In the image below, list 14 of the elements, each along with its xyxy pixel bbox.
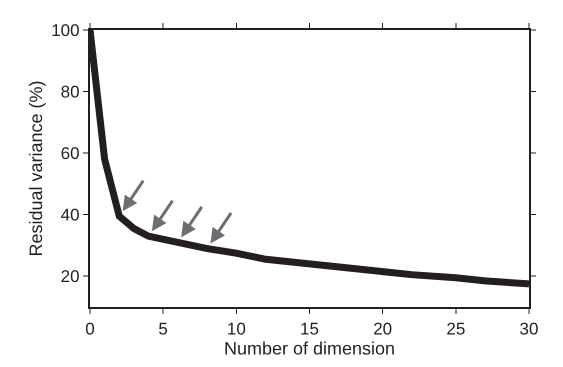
x-axis-title: Number of dimension <box>224 338 396 358</box>
x-tick-label: 20 <box>373 319 392 338</box>
x-tick-label: 15 <box>300 319 319 338</box>
x-tick-label: 0 <box>85 319 95 338</box>
y-tick-label: 40 <box>60 206 80 225</box>
y-axis-title: Residual variance (%) <box>26 80 46 257</box>
x-tick-label: 10 <box>226 319 246 338</box>
x-tick-label: 30 <box>520 319 538 338</box>
y-tick-label: 100 <box>51 20 80 40</box>
x-tick-label: 25 <box>446 319 466 338</box>
y-tick-label: 80 <box>60 82 80 102</box>
y-tick-label: 60 <box>60 144 80 164</box>
y-tick-label: 20 <box>60 267 80 286</box>
x-tick-label: 5 <box>158 319 168 338</box>
